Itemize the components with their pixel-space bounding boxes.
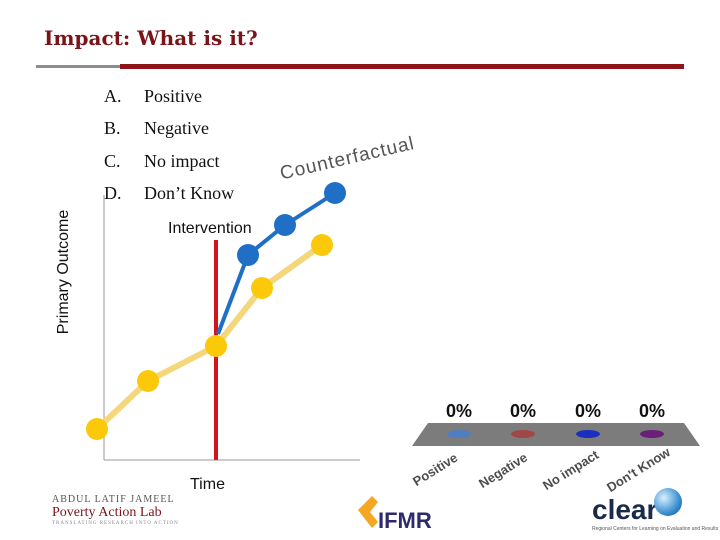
actual-point [324,182,346,204]
option-letter: A. [104,86,122,106]
option-b: B. Negative [104,118,209,139]
poll-bar-no-impact [576,430,600,438]
counterfactual-point [86,418,108,440]
jpal-logo: ABDUL LATIF JAMEEL Poverty Action Lab TR… [52,494,179,526]
poll-percent-positive: 0% [445,401,472,421]
option-text: Negative [144,118,209,138]
counterfactual-point [137,370,159,392]
counterfactual-point [205,335,227,357]
option-letter: B. [104,118,121,138]
poll-tray [412,423,700,446]
title-accent-rule [120,64,684,69]
poll-percent-dont-know: 0% [638,401,665,421]
option-letter: C. [104,151,121,171]
jpal-logo-line1: ABDUL LATIF JAMEEL [52,494,175,505]
slide-title: Impact: What is it? [44,26,258,50]
option-c: C. No impact [104,151,219,172]
option-d: D. Don’t Know [104,183,234,204]
intervention-label: Intervention [168,220,252,237]
jpal-logo-line3: TRANSLATING RESEARCH INTO ACTION [52,521,179,526]
option-a: A. Positive [104,86,202,107]
option-text: No impact [144,151,220,171]
poll-bar-dont-know [640,430,664,438]
counterfactual-point [311,234,333,256]
clear-logo-subtitle: Regional Centers for Learning on Evaluat… [592,526,719,532]
jpal-logo-line2: Poverty Action Lab [52,505,162,520]
actual-outcome-line [216,191,337,335]
poll-bar-negative [511,430,535,438]
option-text: Positive [144,86,203,106]
globe-icon [654,488,682,516]
ifmr-logo-mark [358,496,378,528]
poll-bar-positive [447,430,471,438]
poll-percent-negative: 0% [509,401,536,421]
ifmr-logo-arrow-icon [358,496,378,528]
actual-point [274,214,296,236]
option-text: Don’t Know [144,183,235,203]
option-letter: D. [104,183,122,203]
clear-logo: clear [592,494,658,525]
actual-point [237,244,259,266]
poll-percent-no-impact: 0% [574,401,601,421]
counterfactual-point [251,277,273,299]
x-axis-label: Time [190,476,225,493]
ifmr-logo: IFMR [378,508,432,533]
